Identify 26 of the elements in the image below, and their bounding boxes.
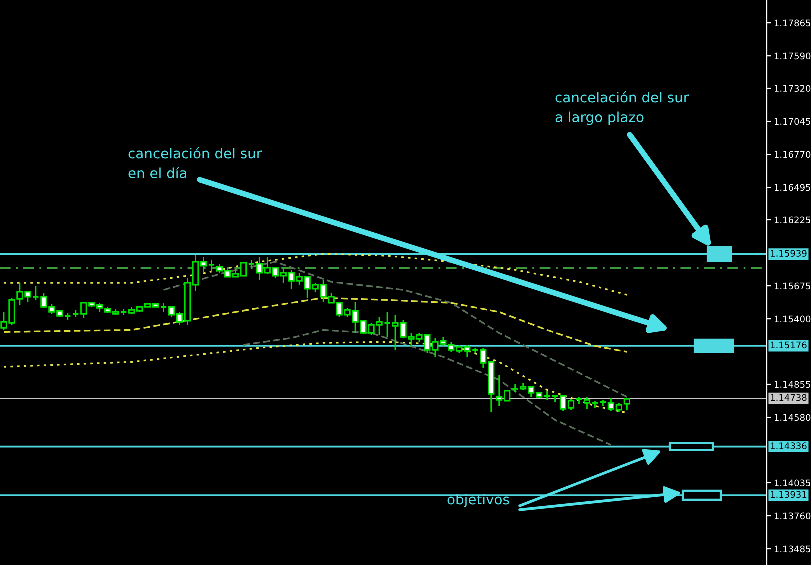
y-tick-label: 1.14035 bbox=[774, 480, 810, 487]
y-tick-label: 1.17590 bbox=[774, 52, 811, 60]
y-tick-label: 1.15675 bbox=[774, 282, 810, 290]
y-tick-label: 1.14580 bbox=[774, 414, 811, 422]
candlestick bbox=[208, 259, 216, 273]
y-tick-label: 1.16225 bbox=[774, 216, 810, 224]
y-tick-label: 1.16495 bbox=[774, 184, 810, 192]
annotation: cancelación del sur a largo plazo bbox=[556, 91, 690, 126]
y-tick-label: 1.16770 bbox=[774, 151, 811, 158]
candlestick bbox=[584, 396, 591, 410]
y-tick-label: 1.17320 bbox=[774, 85, 811, 92]
y-tick-label: 1.14855 bbox=[774, 381, 810, 388]
line-series bbox=[3, 253, 628, 296]
line-series bbox=[162, 261, 628, 398]
y-tick-label: 1.13760 bbox=[774, 512, 811, 520]
y-tick-label: 1.15400 bbox=[774, 316, 811, 323]
ref-line-label: 1.14738 bbox=[771, 394, 807, 402]
y-tick-label: 1.17865 bbox=[774, 20, 810, 27]
ref-line-label: 1.15939 bbox=[771, 250, 807, 257]
y-tick-label: 1.17045 bbox=[774, 118, 810, 126]
y-tick-label: 1.13485 bbox=[774, 546, 810, 553]
ref-line-label: 1.14336 bbox=[771, 442, 807, 450]
ref-line-label: 1.15176 bbox=[771, 342, 807, 349]
annotation: objetivos bbox=[448, 494, 510, 508]
ref-line-label: 1.13931 bbox=[771, 491, 807, 498]
annotation: cancelación del sur en el día bbox=[128, 147, 262, 179]
